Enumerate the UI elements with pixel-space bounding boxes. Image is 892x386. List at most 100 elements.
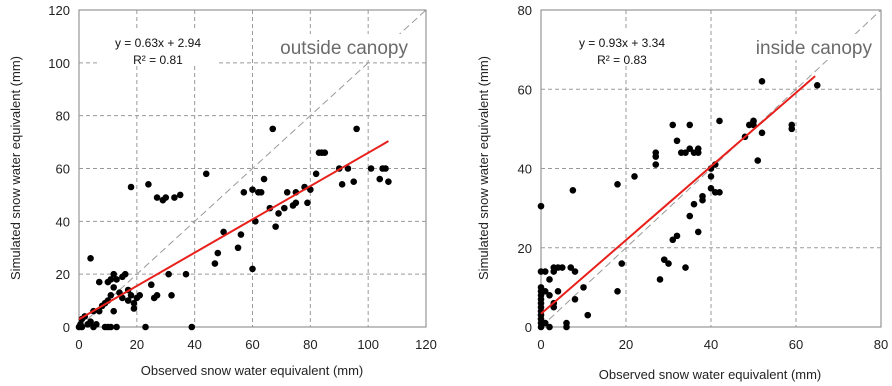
data-point <box>142 323 149 331</box>
data-point <box>127 292 135 299</box>
data-point <box>754 157 762 164</box>
y-tick-label: 60 <box>518 82 532 97</box>
data-point <box>249 186 256 193</box>
x-tick-label: 20 <box>619 337 633 352</box>
y-tick-label: 100 <box>48 56 70 71</box>
x-tick-label: 80 <box>303 337 317 352</box>
data-point <box>93 321 100 328</box>
data-point <box>107 276 115 283</box>
data-point <box>211 260 219 267</box>
data-point <box>165 270 172 278</box>
data-point <box>350 178 358 186</box>
data-point <box>673 232 681 240</box>
data-point <box>202 170 210 178</box>
chart-inside-canopy: 0 20 40 60 80 0 20 40 60 80 Observed snow water e… <box>476 3 888 382</box>
data-point <box>283 188 291 196</box>
data-point <box>110 284 117 291</box>
y-tick-label: 80 <box>56 109 70 124</box>
data-point <box>571 295 579 303</box>
data-point <box>124 297 132 304</box>
data-point <box>304 199 311 207</box>
data-point <box>541 319 549 327</box>
data-point <box>682 149 689 156</box>
x-tick-label: 60 <box>245 337 259 352</box>
y-tick-label: 120 <box>48 3 70 18</box>
data-point <box>292 199 300 207</box>
data-point <box>546 276 553 283</box>
data-point <box>87 318 94 326</box>
regression-line <box>78 140 389 321</box>
y-axis-label: Simulated snow water equivalent (mm) <box>8 56 23 280</box>
data-point <box>338 181 346 188</box>
data-point <box>127 183 135 191</box>
equation-text: y = 0.63x + 2.94 <box>115 36 201 50</box>
data-point <box>537 284 545 291</box>
data-point <box>367 165 375 172</box>
regression-line <box>540 75 816 315</box>
data-point <box>537 202 545 210</box>
x-axis-label: Observed snow water equivalent (mm) <box>141 363 364 378</box>
data-point <box>652 161 660 168</box>
data-point <box>385 178 392 186</box>
data-point <box>136 292 144 299</box>
data-point <box>145 181 152 188</box>
x-tick-label: 20 <box>130 337 144 352</box>
data-point <box>147 281 155 289</box>
data-point <box>546 323 553 331</box>
x-tick-label: 120 <box>415 337 437 352</box>
data-point <box>686 145 694 152</box>
y-tick-label: 0 <box>525 320 532 335</box>
data-point <box>813 81 821 89</box>
data-point <box>554 288 562 295</box>
data-point <box>188 323 196 331</box>
data-point <box>257 188 265 196</box>
data-point <box>614 181 621 188</box>
data-point <box>758 129 766 137</box>
data-point <box>541 268 549 275</box>
data-point <box>269 125 277 133</box>
data-point <box>569 186 577 194</box>
x-tick-label: 100 <box>357 337 379 352</box>
data-point <box>563 323 570 331</box>
data-point <box>682 264 689 271</box>
annotation-box <box>734 34 878 60</box>
data-point <box>669 236 677 244</box>
data-point <box>382 165 389 172</box>
x-tick-label: 60 <box>789 337 803 352</box>
x-tick-label: 80 <box>874 337 888 352</box>
data-point <box>652 149 660 156</box>
data-point <box>162 194 170 201</box>
data-point <box>220 228 227 236</box>
data-point <box>121 270 129 278</box>
data-point <box>214 249 222 257</box>
data-point <box>660 256 668 263</box>
x-tick-label: 40 <box>704 337 718 352</box>
data-point <box>673 137 681 145</box>
y-tick-label: 40 <box>518 162 532 177</box>
data-point <box>107 323 115 331</box>
x-axis-label: Observed snow water equivalent (mm) <box>599 367 822 382</box>
data-point <box>567 264 575 271</box>
data-point <box>788 121 796 129</box>
data-point <box>541 288 549 295</box>
data-point <box>95 278 103 286</box>
data-point <box>614 288 621 295</box>
data-point <box>107 292 115 299</box>
data-point <box>78 323 86 331</box>
data-point <box>707 185 715 192</box>
panel-annotation: inside canopy <box>756 38 873 59</box>
data-point <box>669 121 677 129</box>
data-point <box>321 149 329 156</box>
x-tick-label: 0 <box>75 337 82 352</box>
data-point <box>153 194 161 201</box>
data-point <box>171 194 178 201</box>
data-point <box>312 170 320 178</box>
data-point <box>686 212 694 220</box>
panel-annotation: outside canopy <box>280 38 408 59</box>
data-point <box>153 292 161 299</box>
y-axis-label: Simulated snow water equivalent (mm) <box>476 56 491 280</box>
data-point <box>690 200 698 208</box>
y-tick-label: 20 <box>56 267 70 282</box>
data-point <box>716 188 723 196</box>
r-squared-text: R² = 0.81 <box>133 53 183 67</box>
